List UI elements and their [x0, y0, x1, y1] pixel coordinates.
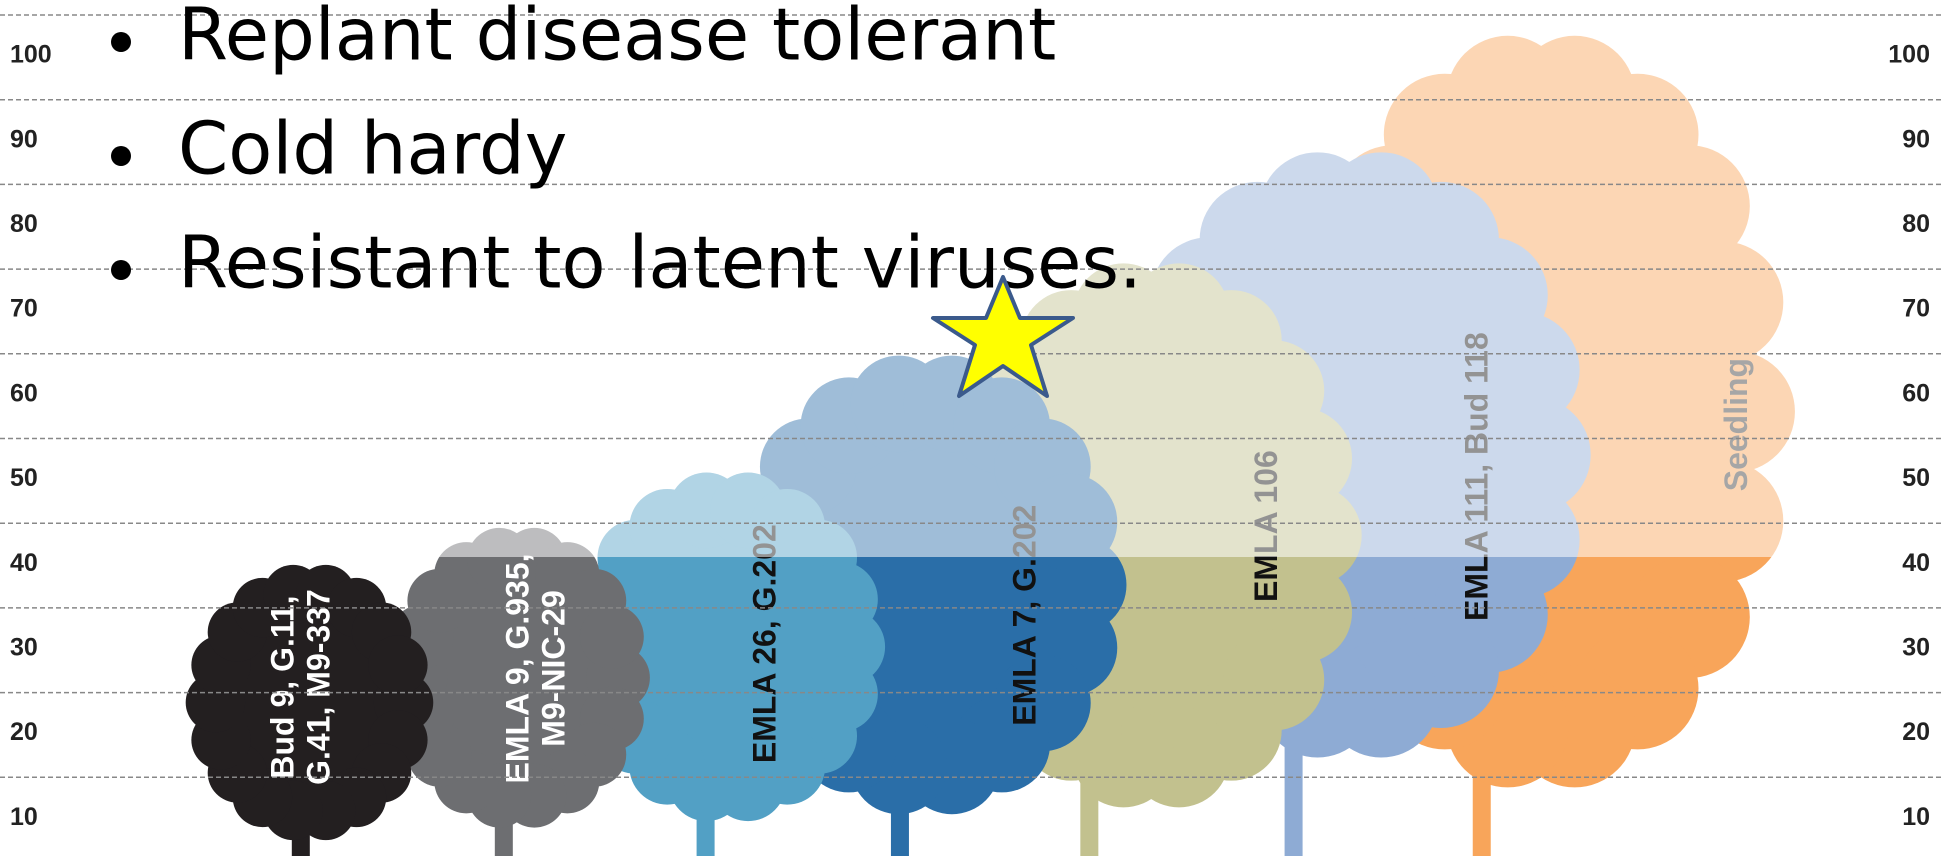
tree	[185, 564, 434, 856]
bullet-text: Resistant to latent viruses.	[178, 221, 1142, 305]
right-tick: 50	[1902, 464, 1930, 492]
crown-lobe	[802, 561, 878, 638]
light-overlay	[0, 0, 1941, 557]
crown-lobe	[579, 604, 644, 669]
left-tick: 10	[10, 803, 38, 831]
bullets: Replant disease tolerant Cold hardy Resist…	[111, 0, 1142, 305]
tree-label: Bud 9, G.11,G.41, M9-337	[265, 589, 337, 785]
left-tick: 20	[10, 718, 38, 746]
left-tick: 100	[10, 41, 52, 69]
ticks: 100 90 80 70 60 50 40 30 20 10 100 90 80 70 60 50 40 30 20…	[10, 41, 1930, 831]
right-tick: 40	[1902, 549, 1930, 577]
right-tick: 20	[1902, 718, 1930, 746]
left-tick: 90	[10, 125, 38, 153]
tree-label-line: EMLA 9, G.935,	[500, 553, 536, 783]
tree	[383, 527, 650, 856]
tree-label-line: EMLA 26, G.202	[747, 524, 783, 763]
bullet-dot	[111, 32, 131, 52]
right-tick: 60	[1902, 379, 1930, 407]
bullet-dot	[111, 260, 131, 280]
left-tick: 40	[10, 549, 38, 577]
left-tick: 70	[10, 295, 38, 323]
right-tick: 80	[1902, 210, 1930, 238]
right-tick: 90	[1902, 125, 1930, 153]
tree-labels: SeedlingEMLA 111, Bud 118EMLA 106EMLA 7,…	[265, 332, 1755, 785]
grid-lines	[0, 14, 1941, 779]
crown-lobe	[368, 635, 428, 695]
tree-label-line: Bud 9, G.11,	[265, 595, 301, 778]
star	[931, 275, 1075, 398]
left-tick: 60	[10, 379, 38, 407]
tree-label: EMLA 26, G.202	[747, 524, 783, 763]
left-tick: 80	[10, 210, 38, 238]
left-tick: 50	[10, 464, 38, 492]
bullet-text: Replant disease tolerant	[178, 0, 1056, 77]
trunk	[1284, 721, 1303, 856]
right-tick: 100	[1888, 41, 1930, 69]
tree-label-line: G.41, M9-337	[301, 589, 337, 785]
right-tick: 70	[1902, 295, 1930, 323]
bullet-text: Cold hardy	[178, 107, 567, 191]
tree-label-line: M9-NIC-29	[536, 590, 572, 746]
left-tick: 30	[10, 634, 38, 662]
bullet-dot	[111, 146, 131, 166]
tree-label: EMLA 9, G.935,M9-NIC-29	[500, 553, 572, 783]
right-tick: 30	[1902, 634, 1930, 662]
right-tick: 10	[1902, 803, 1930, 831]
